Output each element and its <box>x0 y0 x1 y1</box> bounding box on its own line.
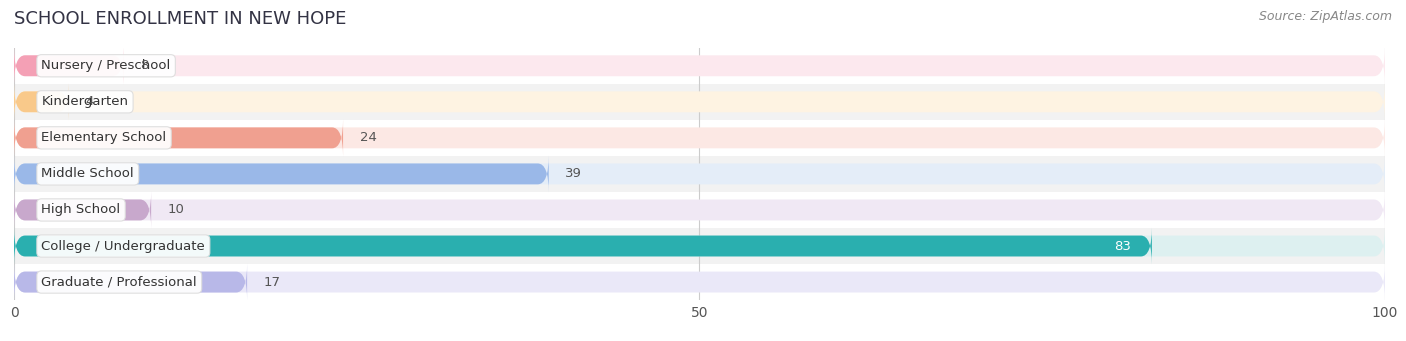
FancyBboxPatch shape <box>14 155 548 192</box>
Text: Kindergarten: Kindergarten <box>42 95 128 108</box>
FancyBboxPatch shape <box>14 119 1385 156</box>
Text: Middle School: Middle School <box>42 167 134 180</box>
FancyBboxPatch shape <box>14 192 1385 228</box>
Bar <box>14 156 1385 192</box>
Text: High School: High School <box>42 204 121 217</box>
FancyBboxPatch shape <box>14 264 1385 300</box>
Text: 83: 83 <box>1115 239 1132 252</box>
FancyBboxPatch shape <box>14 47 1385 84</box>
Bar <box>14 120 1385 156</box>
Bar <box>14 192 1385 228</box>
Bar <box>14 264 1385 300</box>
FancyBboxPatch shape <box>14 228 1152 264</box>
Text: Nursery / Preschool: Nursery / Preschool <box>42 59 170 72</box>
FancyBboxPatch shape <box>14 264 247 300</box>
FancyBboxPatch shape <box>14 47 124 84</box>
Text: Elementary School: Elementary School <box>42 131 166 144</box>
Text: 24: 24 <box>360 131 377 144</box>
Bar <box>14 84 1385 120</box>
FancyBboxPatch shape <box>14 192 152 228</box>
Bar <box>14 48 1385 84</box>
Text: College / Undergraduate: College / Undergraduate <box>42 239 205 252</box>
Text: 8: 8 <box>141 59 149 72</box>
Text: 39: 39 <box>565 167 582 180</box>
Text: 4: 4 <box>86 95 94 108</box>
Text: 10: 10 <box>167 204 184 217</box>
Text: Graduate / Professional: Graduate / Professional <box>42 276 197 288</box>
FancyBboxPatch shape <box>14 155 1385 192</box>
Text: 17: 17 <box>263 276 281 288</box>
FancyBboxPatch shape <box>14 228 1385 264</box>
Text: Source: ZipAtlas.com: Source: ZipAtlas.com <box>1258 10 1392 23</box>
FancyBboxPatch shape <box>14 119 343 156</box>
FancyBboxPatch shape <box>14 84 1385 120</box>
Bar <box>14 228 1385 264</box>
FancyBboxPatch shape <box>14 84 69 120</box>
Text: SCHOOL ENROLLMENT IN NEW HOPE: SCHOOL ENROLLMENT IN NEW HOPE <box>14 10 346 28</box>
